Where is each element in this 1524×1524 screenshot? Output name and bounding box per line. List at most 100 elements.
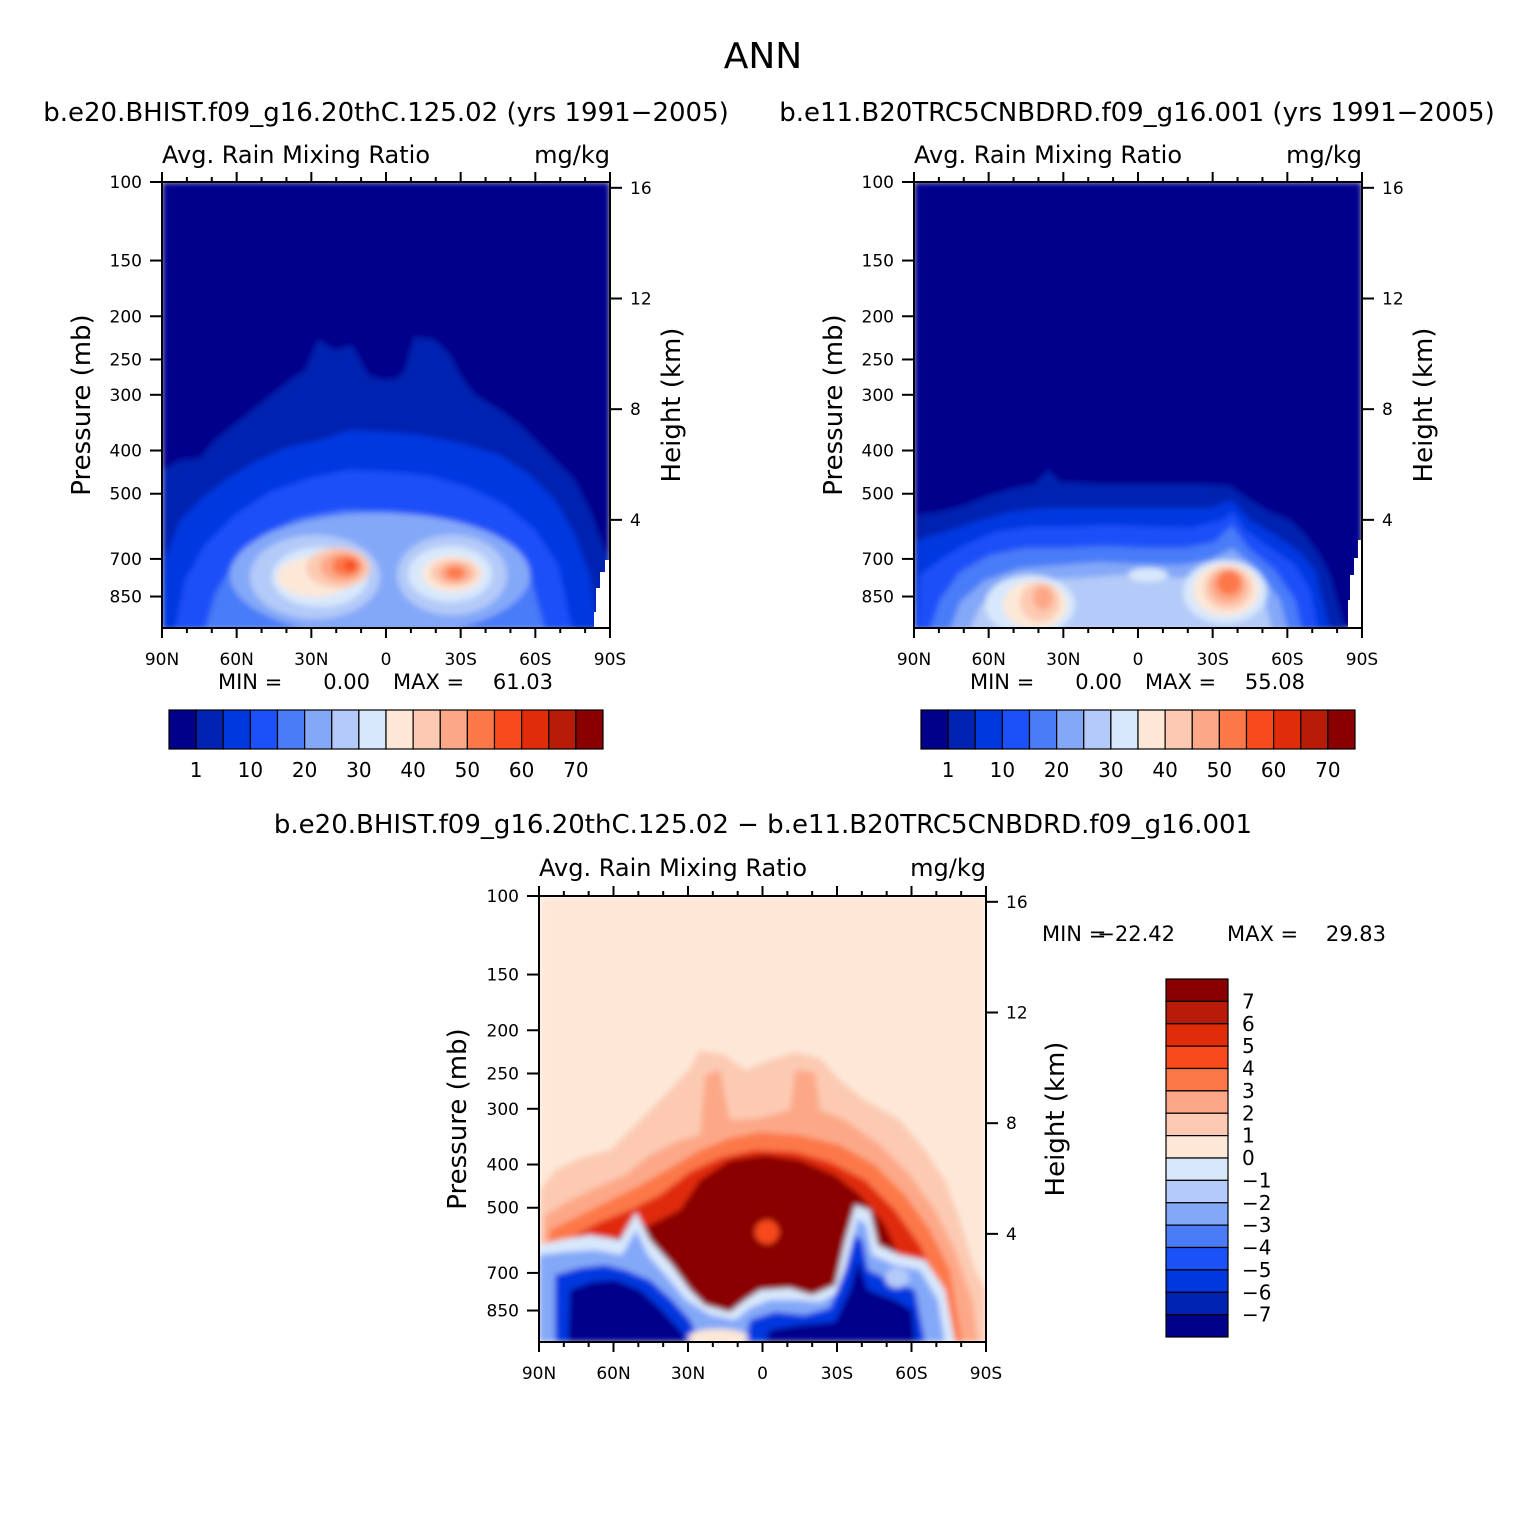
panel-left-y2label: Height (km) xyxy=(657,328,687,483)
panel-diff-colorbar-label: 7 xyxy=(1242,989,1255,1013)
panel-left-case-title: b.e20.BHIST.f09_g16.20thC.125.02 (yrs 19… xyxy=(43,98,729,128)
panel-right-ytick-label: 100 xyxy=(862,173,894,193)
panel-diff-colorbar-label: −7 xyxy=(1242,1303,1271,1327)
panel-right-ytick-label: 400 xyxy=(862,442,894,462)
panel-diff-colorbar-swatch xyxy=(1165,1314,1229,1338)
panel-diff-colorbar-label: 4 xyxy=(1242,1057,1255,1081)
panel-diff-colorbar-swatch xyxy=(1165,1246,1229,1271)
panel-diff-colorbar-swatch xyxy=(1165,1023,1229,1047)
panel-diff-ytick-label: 500 xyxy=(487,1199,519,1219)
panel-left-y2tick-label: 4 xyxy=(630,511,641,531)
panel-diff-colorbar-swatch xyxy=(1165,1090,1229,1114)
panel-left-y2tick-label: 8 xyxy=(630,400,641,420)
panel-diff-xtick-label: 90N xyxy=(522,1364,556,1384)
panel-right-colorbar-swatch xyxy=(947,709,976,750)
panel-right-y2tick-label: 8 xyxy=(1382,400,1393,420)
panel-left-xtick-label: 90N xyxy=(145,650,179,670)
panel-left-colorbar-label: 1 xyxy=(190,758,203,782)
panel-diff-colorbar-label: 0 xyxy=(1242,1146,1255,1170)
panel-right: b.e11.B20TRC5CNBDRD.f09_g16.001 (yrs 199… xyxy=(779,98,1494,782)
panel-right-y2label: Height (km) xyxy=(1409,328,1439,483)
panel-left-colorbar-label: 30 xyxy=(346,758,371,782)
panel-left-ytick-label: 250 xyxy=(110,350,142,370)
panel-diff-xtick-label: 60N xyxy=(596,1364,630,1384)
panel-diff: b.e20.BHIST.f09_g16.20thC.125.02 − b.e11… xyxy=(274,810,1386,1384)
panel-right-colorbar-swatch xyxy=(1028,709,1058,750)
panel-diff-colorbar-label: −6 xyxy=(1242,1280,1271,1304)
panel-diff-ytick-label: 150 xyxy=(487,966,519,986)
panel-right-ylabel: Pressure (mb) xyxy=(819,314,849,495)
panel-left-colorbar-swatch xyxy=(521,709,550,750)
panel-diff-colorbar-label: −5 xyxy=(1242,1258,1271,1282)
panel-left-colorbar-swatch xyxy=(222,709,251,750)
panel-right-axes: 90N 60N 30N 0 30S 60S 90S 100 150 200 250 300 400 500… xyxy=(862,172,1404,670)
panel-right-colorbar-label: 60 xyxy=(1261,758,1286,782)
panel-diff-pos-bottom xyxy=(688,1329,748,1342)
panel-right-colorbar-swatch xyxy=(1191,709,1220,750)
panel-diff-axes: 90N 60N 30N 0 30S 60S 90S 100 150 200 250 300 400 500… xyxy=(487,886,1028,1384)
panel-left-colorbar-label: 60 xyxy=(509,758,534,782)
panel-diff-ytick-label: 700 xyxy=(487,1264,519,1284)
panel-diff-ytick-label: 100 xyxy=(487,887,519,907)
panel-right-ytick-label: 150 xyxy=(862,252,894,272)
panel-diff-ytick-label: 300 xyxy=(487,1100,519,1120)
panel-diff-field xyxy=(539,896,986,1342)
panel-diff-colorbar-label: −2 xyxy=(1242,1191,1271,1215)
panel-left-colorbar-swatch xyxy=(548,709,577,750)
panel-left-xtick-label: 90S xyxy=(594,650,626,670)
panel-left-max-value: 61.03 xyxy=(493,670,553,694)
panel-right-colorbar-label: 70 xyxy=(1315,758,1340,782)
panel-right-xtick-label: 90N xyxy=(897,650,931,670)
panel-diff-colorbar-swatch xyxy=(1165,1067,1229,1092)
panel-left-max-label: MAX = xyxy=(393,670,464,694)
panel-diff-xtick-label: 30N xyxy=(671,1364,705,1384)
panel-diff-colorbar-swatch xyxy=(1165,1224,1229,1249)
panel-right-ytick-label: 500 xyxy=(862,485,894,505)
panel-diff-neg-deep-left xyxy=(568,1280,688,1342)
panel-diff-max-label: MAX = xyxy=(1227,922,1298,946)
panel-diff-colorbar-swatch xyxy=(1165,1202,1229,1226)
panel-left-axes: 90N 60N 30N 0 30S 60S 90S 100 150 200 250 300 400 500… xyxy=(110,172,652,670)
panel-right-colorbar-swatch xyxy=(1273,709,1302,750)
panel-right-ytick-label: 850 xyxy=(862,588,894,608)
panel-diff-y2tick-label: 4 xyxy=(1006,1225,1017,1245)
panel-right-colorbar-swatch xyxy=(974,709,1003,750)
panel-diff-colorbar-swatch xyxy=(1165,1269,1229,1293)
panel-left-ytick-label: 150 xyxy=(110,252,142,272)
panel-left-ytick-label: 500 xyxy=(110,485,142,505)
panel-right-colorbar-swatch xyxy=(1001,709,1031,750)
panel-diff-colorbar-swatch xyxy=(1165,1112,1229,1137)
panel-diff-ytick-label: 850 xyxy=(487,1302,519,1322)
panel-left-ytick-label: 850 xyxy=(110,588,142,608)
panel-left-colorbar-label: 70 xyxy=(563,758,588,782)
panel-right-colorbar-label: 30 xyxy=(1098,758,1123,782)
panel-right-band-11a xyxy=(1033,586,1053,610)
panel-right-y2tick-label: 16 xyxy=(1382,179,1404,199)
panel-left-band-13 xyxy=(344,561,356,571)
panel-diff-xtick-label: 30S xyxy=(821,1364,853,1384)
panel-left-units: mg/kg xyxy=(534,141,610,169)
panel-left-xtick-label: 30N xyxy=(294,650,328,670)
panel-left-missing xyxy=(594,560,610,628)
panel-right-max-label: MAX = xyxy=(1145,670,1216,694)
panel-right-colorbar: 1 10 20 30 40 50 60 70 xyxy=(920,709,1356,782)
panel-right-colorbar-swatch xyxy=(1245,709,1275,750)
panel-diff-neg-deep-right xyxy=(765,1260,915,1342)
panel-diff-colorbar-swatch xyxy=(1165,1135,1229,1159)
panel-diff-neg-spot xyxy=(885,1268,909,1288)
panel-diff-band-6 xyxy=(755,1220,779,1244)
panel-right-colorbar-swatch xyxy=(1327,709,1356,750)
panel-left-colorbar-label: 40 xyxy=(400,758,425,782)
panel-right-y2tick-label: 12 xyxy=(1382,290,1404,310)
panel-right-xtick-label: 30N xyxy=(1046,650,1080,670)
panel-right-colorbar-label: 10 xyxy=(990,758,1015,782)
panel-left-colorbar-swatch xyxy=(575,709,604,750)
panel-left-colorbar-swatch xyxy=(331,709,360,750)
panel-left-variable: Avg. Rain Mixing Ratio xyxy=(162,141,430,169)
panel-diff-colorbar-label: 2 xyxy=(1242,1101,1255,1125)
panel-left-band-12b xyxy=(446,567,464,579)
panel-right-ytick-label: 300 xyxy=(862,386,894,406)
panel-diff-colorbar-label: 5 xyxy=(1242,1034,1255,1058)
panel-left-colorbar-swatch xyxy=(276,709,306,750)
panel-left-colorbar-swatch xyxy=(493,709,523,750)
